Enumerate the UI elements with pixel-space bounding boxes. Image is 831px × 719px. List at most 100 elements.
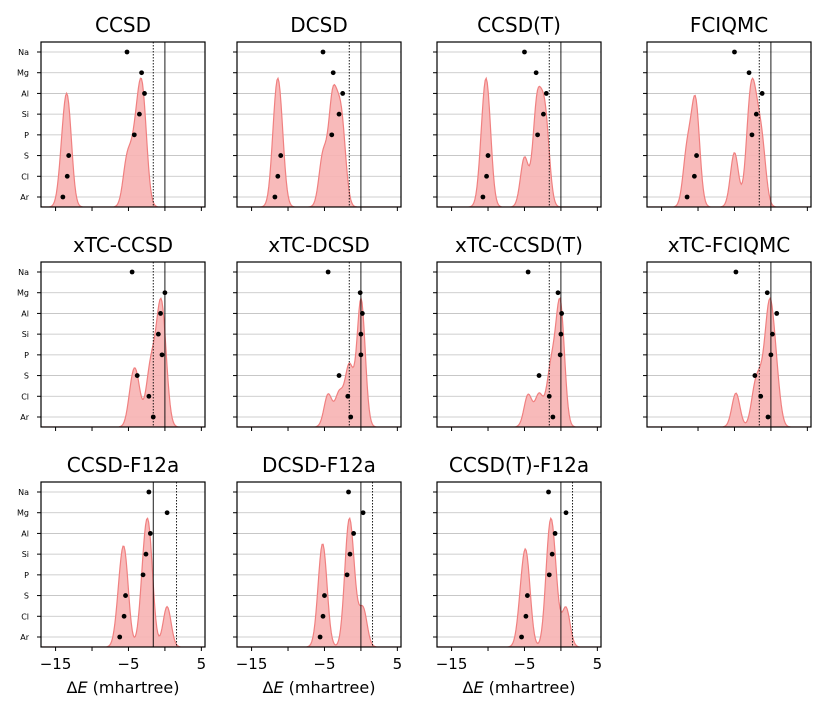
- data-point-al: [142, 91, 147, 96]
- x-tick-label: −5: [513, 655, 535, 673]
- panel-xtc-ccsd: xTC-CCSD Na Mg Al Si P S Cl Ar: [17, 233, 206, 431]
- y-tick-label-al: Al: [21, 309, 29, 318]
- axes-frame: [646, 41, 812, 208]
- y-tick-label-na: Na: [18, 488, 29, 497]
- panel-title: CCSD(T): [477, 13, 561, 37]
- x-axis-label: ΔE (mhartree): [67, 678, 180, 697]
- panel-dcsd: DCSD: [233, 13, 402, 211]
- axes-frame: [436, 41, 602, 208]
- data-point-s: [123, 593, 128, 598]
- data-point-al: [559, 311, 565, 316]
- data-point-cl: [345, 393, 351, 399]
- density-curve: [437, 516, 601, 647]
- data-point-s: [322, 593, 327, 598]
- data-point-ar: [519, 634, 524, 640]
- x-tick-label: 5: [593, 655, 603, 673]
- axes-frame: [236, 481, 402, 648]
- data-point-si: [549, 551, 555, 557]
- data-point-al: [359, 311, 365, 316]
- y-tick-label-p: P: [24, 351, 29, 360]
- density-curve: [647, 77, 811, 207]
- y-tick-label-si: Si: [22, 550, 29, 559]
- axes-frame: [40, 261, 206, 428]
- panel-title: xTC-CCSD: [73, 233, 173, 257]
- data-point-al: [147, 531, 153, 536]
- data-point-p: [546, 572, 552, 578]
- data-point-mg: [533, 70, 539, 76]
- data-point-ar: [550, 414, 556, 420]
- axes-frame: [436, 481, 602, 648]
- data-point-mg: [164, 510, 170, 516]
- data-point-s: [485, 153, 491, 158]
- panel-title: xTC-DCSD: [268, 233, 370, 257]
- data-point-mg: [746, 70, 752, 76]
- y-tick-label-s: S: [24, 372, 29, 381]
- data-point-ar: [60, 194, 66, 200]
- density-curve: [437, 297, 601, 427]
- data-point-si: [753, 111, 759, 117]
- data-point-p: [535, 132, 540, 138]
- y-tick-label-ar: Ar: [20, 633, 29, 642]
- data-point-s: [278, 153, 284, 158]
- y-tick-label-ar: Ar: [20, 413, 29, 422]
- y-tick-label-s: S: [24, 152, 29, 161]
- x-tick-label: 5: [197, 655, 207, 673]
- data-point-s: [134, 373, 140, 378]
- data-point-na: [522, 49, 527, 55]
- data-point-na: [732, 49, 737, 55]
- data-point-na: [325, 269, 331, 275]
- data-point-s: [524, 593, 530, 598]
- y-tick-label-cl: Cl: [21, 612, 29, 621]
- data-point-si: [143, 551, 149, 557]
- x-tick-label: −15: [236, 655, 268, 673]
- y-tick-label-na: Na: [18, 48, 29, 57]
- panel-xtc-dcsd: xTC-DCSD: [233, 233, 402, 431]
- density-curve: [237, 296, 401, 427]
- data-point-na: [124, 49, 130, 55]
- data-point-na: [346, 489, 351, 495]
- data-point-ar: [150, 414, 156, 420]
- y-tick-label-mg: Mg: [17, 289, 29, 298]
- panel-title: CCSD-F12a: [67, 453, 179, 477]
- data-point-ar: [480, 194, 486, 200]
- data-point-cl: [64, 173, 70, 179]
- data-point-p: [131, 132, 137, 138]
- panel-title: xTC-CCSD(T): [455, 233, 583, 257]
- data-point-mg: [555, 290, 561, 296]
- data-point-p: [140, 572, 146, 578]
- data-point-al: [543, 91, 549, 96]
- data-point-si: [541, 111, 546, 117]
- data-point-p: [768, 352, 774, 358]
- density-curve: [41, 517, 205, 647]
- data-point-ar: [317, 634, 323, 640]
- y-tick-label-p: P: [24, 131, 29, 140]
- data-point-si: [347, 551, 353, 557]
- data-point-s: [66, 153, 72, 158]
- data-point-ar: [765, 414, 771, 420]
- y-tick-label-al: Al: [21, 89, 29, 98]
- density-curve: [41, 77, 205, 207]
- data-point-s: [752, 373, 758, 378]
- data-point-si: [155, 331, 161, 337]
- axes-frame: [646, 261, 812, 428]
- panel-title: CCSD(T)-F12a: [449, 453, 589, 477]
- data-point-si: [769, 331, 775, 337]
- data-point-p: [159, 352, 165, 358]
- data-point-cl: [758, 393, 764, 399]
- panel-title: DCSD-F12a: [262, 453, 376, 477]
- data-point-al: [340, 91, 346, 96]
- y-tick-label-cl: Cl: [21, 392, 29, 401]
- density-curve: [237, 76, 401, 207]
- panel-xtc-ccsd-t-: xTC-CCSD(T): [433, 233, 602, 431]
- panel-ccsd-f12a: CCSD-F12a Na Mg Al Si P S Cl Ar −15 −5 5 ΔE (mhartre…: [17, 453, 206, 697]
- data-point-al: [759, 91, 765, 96]
- data-point-al: [351, 531, 357, 536]
- data-point-s: [536, 373, 542, 378]
- data-point-p: [358, 352, 364, 358]
- data-point-s: [694, 153, 699, 158]
- data-point-p: [557, 352, 563, 358]
- data-point-mg: [764, 290, 770, 296]
- density-curve: [41, 297, 205, 427]
- data-point-na: [320, 49, 326, 55]
